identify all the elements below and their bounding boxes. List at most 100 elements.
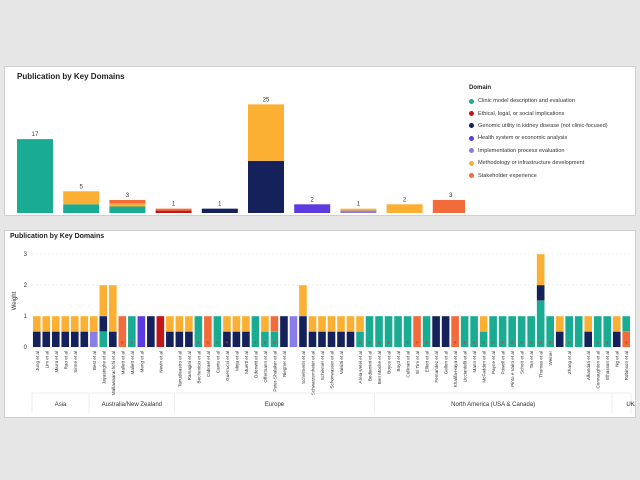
bar-segment-genomic[interactable] bbox=[185, 331, 193, 348]
bar-1[interactable] bbox=[42, 315, 51, 347]
legend-item-clinic[interactable]: Clinic model description and evaluation bbox=[469, 95, 629, 107]
bar-6[interactable] bbox=[89, 315, 98, 348]
bar-segment-methodology[interactable] bbox=[536, 254, 545, 285]
top-bar-segment-clinic[interactable] bbox=[17, 139, 53, 213]
bar-45[interactable]: * bbox=[460, 315, 469, 348]
bar-segment-genomic[interactable] bbox=[584, 331, 593, 348]
top-bar-segment-methodology[interactable] bbox=[386, 204, 423, 213]
bar-segment-clinic[interactable] bbox=[261, 331, 269, 348]
legend-item-genomic[interactable]: Genomic utility in kidney disease (not c… bbox=[469, 120, 629, 132]
bar-57[interactable] bbox=[574, 315, 583, 347]
bar-55[interactable] bbox=[555, 315, 564, 347]
bar-segment-genomic[interactable] bbox=[223, 331, 231, 348]
top-bar-segment-stakeholder[interactable] bbox=[432, 199, 465, 213]
bar-segment-clinic[interactable] bbox=[194, 316, 203, 347]
bar-7[interactable] bbox=[99, 284, 108, 347]
top-bar-segment-clinic[interactable] bbox=[109, 206, 146, 213]
bar-segment-methodology[interactable] bbox=[175, 316, 184, 332]
bar-segment-clinic[interactable] bbox=[365, 316, 374, 347]
bar-segment-methodology[interactable] bbox=[166, 316, 174, 332]
bar-segment-methodology[interactable] bbox=[318, 316, 326, 332]
top-bar-2[interactable]: 3 bbox=[109, 193, 146, 213]
bar-segment-stakeholder[interactable] bbox=[413, 316, 421, 347]
bar-20[interactable]: * bbox=[223, 315, 231, 348]
bar-56[interactable]: * bbox=[565, 315, 574, 348]
bar-segment-methodology[interactable] bbox=[42, 316, 51, 332]
bar-segment-clinic[interactable] bbox=[508, 316, 516, 347]
bar-32[interactable] bbox=[337, 315, 345, 348]
bar-segment-clinic[interactable] bbox=[622, 316, 631, 332]
bar-39[interactable]: * bbox=[403, 315, 412, 348]
bar-40[interactable]: * bbox=[413, 315, 421, 348]
bar-22[interactable] bbox=[242, 315, 250, 348]
top-bar-6[interactable]: 2 bbox=[294, 197, 331, 213]
bar-58[interactable] bbox=[584, 315, 593, 348]
bar-segment-clinic[interactable] bbox=[213, 316, 222, 347]
bar-60[interactable]: * bbox=[603, 315, 612, 348]
top-bar-segment-genomic[interactable] bbox=[248, 160, 284, 213]
bar-segment-clinic[interactable] bbox=[517, 316, 526, 347]
bar-segment-genomic[interactable] bbox=[346, 331, 355, 348]
bar-41[interactable]: * bbox=[422, 315, 431, 348]
bar-segment-genomic[interactable] bbox=[242, 331, 250, 348]
top-bar-1[interactable]: 5 bbox=[63, 184, 100, 213]
bar-segment-genomic[interactable] bbox=[147, 316, 155, 347]
bar-segment-methodology[interactable] bbox=[242, 316, 250, 332]
bar-segment-methodology[interactable] bbox=[61, 316, 70, 332]
bar-24[interactable]: * bbox=[261, 315, 269, 348]
top-bar-8[interactable]: 2 bbox=[386, 197, 423, 213]
bar-segment-clinic[interactable] bbox=[574, 316, 583, 347]
bar-segment-methodology[interactable] bbox=[99, 285, 108, 316]
top-bar-4[interactable]: 1 bbox=[201, 202, 238, 213]
bar-26[interactable] bbox=[280, 315, 288, 347]
bar-segment-methodology[interactable] bbox=[51, 316, 60, 332]
bar-18[interactable]: * bbox=[204, 315, 212, 348]
bar-44[interactable]: * bbox=[451, 315, 459, 348]
bar-segment-clinic[interactable] bbox=[422, 316, 431, 347]
top-bar-segment-health[interactable] bbox=[294, 204, 331, 213]
top-bar-segment-methodology[interactable] bbox=[109, 203, 146, 207]
bar-21[interactable] bbox=[232, 315, 241, 348]
legend-item-implementation[interactable]: Implementation process evaluation bbox=[469, 145, 629, 157]
bar-segment-methodology[interactable] bbox=[70, 316, 79, 332]
bar-segment-clinic[interactable] bbox=[375, 316, 383, 347]
bar-segment-genomic[interactable] bbox=[70, 331, 79, 348]
bar-8[interactable] bbox=[109, 284, 117, 347]
bar-segment-stakeholder[interactable] bbox=[622, 331, 631, 348]
bar-segment-genomic[interactable] bbox=[318, 331, 326, 348]
top-bar-segment-ethical[interactable] bbox=[155, 210, 192, 213]
bar-segment-genomic[interactable] bbox=[337, 331, 345, 348]
bar-segment-health[interactable] bbox=[137, 316, 146, 347]
bar-35[interactable]: * bbox=[365, 315, 374, 348]
bar-51[interactable]: * bbox=[517, 315, 526, 348]
legend-item-methodology[interactable]: Methodology or infrastructure developmen… bbox=[469, 157, 629, 169]
bar-segment-genomic[interactable] bbox=[61, 331, 70, 348]
bar-segment-genomic[interactable] bbox=[432, 316, 440, 347]
bar-segment-genomic[interactable] bbox=[32, 331, 41, 348]
legend-item-health[interactable]: Health system or economic analysis bbox=[469, 132, 629, 144]
bar-segment-methodology[interactable] bbox=[299, 285, 307, 316]
bar-segment-genomic[interactable] bbox=[299, 316, 307, 347]
top-bar-segment-implementation[interactable] bbox=[340, 210, 377, 213]
bar-segment-clinic[interactable] bbox=[270, 331, 279, 348]
bar-segment-methodology[interactable] bbox=[346, 316, 355, 332]
bar-segment-implementation[interactable] bbox=[89, 331, 98, 348]
bar-segment-methodology[interactable] bbox=[185, 316, 193, 332]
bar-segment-genomic[interactable] bbox=[536, 285, 545, 301]
bar-36[interactable]: * bbox=[375, 315, 383, 348]
bar-segment-stakeholder[interactable] bbox=[204, 316, 212, 347]
bar-14[interactable] bbox=[166, 315, 174, 348]
bar-59[interactable]: * bbox=[593, 315, 602, 348]
bar-segment-clinic[interactable] bbox=[460, 316, 469, 347]
bar-segment-genomic[interactable] bbox=[232, 331, 241, 348]
top-bar-0[interactable]: 17 bbox=[17, 132, 53, 213]
top-bar-segment-stakeholder[interactable] bbox=[155, 208, 192, 211]
bar-27[interactable] bbox=[289, 315, 298, 347]
bar-segment-clinic[interactable] bbox=[470, 316, 478, 347]
bar-segment-genomic[interactable] bbox=[175, 331, 184, 348]
bar-segment-methodology[interactable] bbox=[232, 316, 241, 332]
bar-42[interactable] bbox=[432, 315, 440, 347]
legend-item-stakeholder[interactable]: Stakeholder experience bbox=[469, 169, 629, 181]
bar-segment-genomic[interactable] bbox=[166, 331, 174, 348]
bar-48[interactable]: * bbox=[489, 315, 497, 348]
